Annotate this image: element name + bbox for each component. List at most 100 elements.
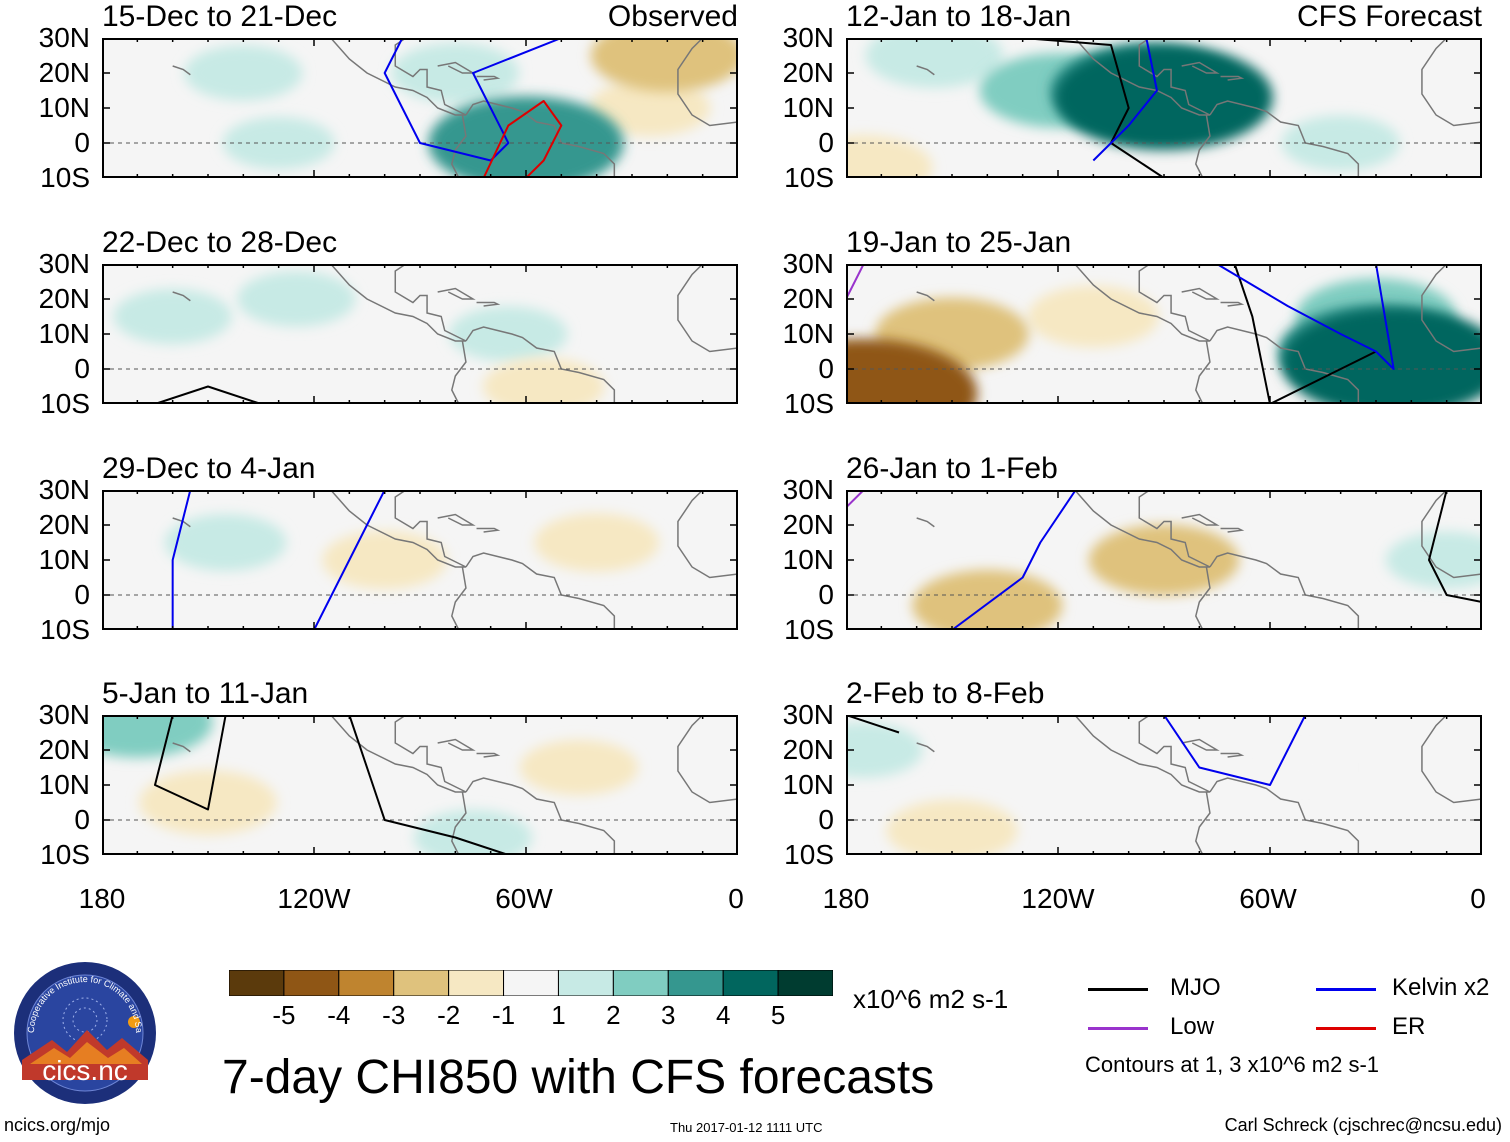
contour-kelvin-x2: [951, 490, 1077, 630]
legend-label-er: ER: [1392, 1013, 1426, 1040]
map-panel: 29-Dec to 4-Jan 30N 20N 10N 0 10S: [39, 452, 738, 644]
site-link[interactable]: ncics.org/mjo: [4, 1115, 111, 1135]
coastline: [1195, 552, 1360, 630]
coastline: [1040, 490, 1211, 568]
coastline: [296, 38, 467, 116]
contour-kelvin-x2: [383, 38, 562, 162]
anomaly-region: [1088, 524, 1240, 596]
coastline: [172, 65, 191, 76]
colorbar-swatch: [283, 970, 340, 996]
colorbar-tick-label: 2: [606, 1000, 621, 1030]
y-tick-label: 20N: [782, 283, 834, 314]
y-tick-label: 10S: [784, 388, 834, 419]
colorbar-tick-label: -3: [382, 1000, 406, 1030]
colorbar-swatch: [612, 970, 669, 996]
contour-kelvin-x2: [1163, 715, 1307, 786]
coastline: [1220, 527, 1245, 533]
colorbar-swatch: [448, 970, 505, 996]
y-tick-label: 30N: [782, 474, 834, 505]
map-canvas: [846, 490, 1482, 630]
coastline: [1181, 513, 1220, 526]
anomaly-region: [391, 43, 520, 103]
map-panel: 2-Feb to 8-Feb 30N 20N 10N 0 10S: [783, 677, 1482, 869]
colorbar: [229, 970, 833, 996]
coastline: [1195, 777, 1360, 855]
y-tick-label: 30N: [782, 248, 834, 279]
coastline: [451, 552, 616, 630]
coastline: [916, 291, 935, 302]
colorbar-tick-label: -5: [272, 1000, 296, 1030]
coastline: [172, 742, 191, 753]
anomaly-region: [164, 514, 287, 571]
colorbar-swatch: [667, 970, 724, 996]
legend-line-low: [1088, 1027, 1148, 1030]
coastline: [1040, 715, 1211, 793]
coastline: [296, 264, 467, 342]
panel-title: 26-Jan to 1-Feb: [846, 452, 1058, 485]
anomaly-region: [1027, 285, 1159, 348]
colorbar-tick-label: -4: [327, 1000, 351, 1030]
contour-mjo: [154, 715, 227, 811]
y-tick-label: 30N: [782, 699, 834, 730]
coastline: [1181, 61, 1220, 74]
anomaly-region: [1055, 45, 1273, 150]
map-panel: 15-Dec to 21-Dec Observed 30N 20N 10N 0 10S: [39, 0, 738, 192]
y-tick-label: 10S: [40, 614, 90, 645]
coastline: [476, 75, 501, 81]
anomaly-region: [237, 271, 356, 327]
y-tick-label: 30N: [38, 248, 90, 279]
coastline: [437, 287, 476, 300]
coastline: [1195, 326, 1360, 404]
y-tick-label: 10N: [38, 318, 90, 349]
contour-mjo: [1233, 264, 1377, 404]
y-tick-label: 30N: [38, 699, 90, 730]
coastline: [451, 326, 616, 404]
y-tick-label: 30N: [38, 22, 90, 53]
coastline: [296, 490, 467, 568]
anomaly-region: [113, 288, 232, 345]
cics-logo: Cooperative Institute for Climate and Sa…: [12, 960, 156, 1104]
anomaly-region: [865, 38, 1004, 88]
colorbar-tick-label: 4: [715, 1000, 731, 1030]
author-credit: Carl Schreck (cjschrec@ncsu.edu): [1224, 1115, 1502, 1135]
y-tick-label: 0: [818, 579, 834, 610]
contour-mjo: [846, 715, 900, 734]
anomaly-region: [519, 739, 639, 796]
y-tick-label: 0: [818, 127, 834, 158]
map-panel: 12-Jan to 18-Jan CFS Forecast 30N 20N 10N 0 10…: [783, 0, 1482, 192]
x-tick-left-60w: 60W: [495, 883, 553, 914]
anomaly-region: [912, 569, 1063, 630]
colorbar-tick-label: -1: [491, 1000, 516, 1030]
anomaly-region: [846, 722, 923, 778]
contour-mjo: [348, 715, 509, 855]
y-tick-label: 0: [818, 353, 834, 384]
panel-title: 22-Dec to 28-Dec: [102, 226, 338, 259]
map-panel: 26-Jan to 1-Feb 30N 20N 10N 0 10S: [783, 452, 1482, 644]
coastline: [451, 100, 616, 178]
anomaly-region: [1385, 531, 1482, 589]
map-panel: 19-Jan to 25-Jan 30N 20N 10N 0 10S: [783, 226, 1482, 418]
map-canvas: [102, 715, 738, 855]
coastline: [437, 513, 476, 526]
logo-text: cics.nc: [42, 1055, 128, 1086]
y-tick-label: 20N: [782, 57, 834, 88]
x-tick-right-0: 0: [1470, 883, 1486, 914]
contour-low: [846, 264, 865, 300]
y-tick-label: 10S: [784, 162, 834, 193]
colorbar-swatch: [722, 970, 779, 996]
anomaly-region: [1281, 115, 1400, 171]
panel-title: 12-Jan to 18-Jan: [846, 0, 1072, 33]
coastline: [476, 527, 501, 533]
coastline: [296, 715, 467, 793]
y-tick-label: 20N: [38, 509, 90, 540]
contour-low: [846, 490, 865, 509]
contour-kelvin-x2: [313, 490, 386, 630]
map-canvas: [102, 264, 738, 404]
x-tick-left-120w: 120W: [277, 883, 351, 914]
anomaly-region: [184, 45, 303, 101]
anomaly-region: [1265, 749, 1346, 786]
coastline: [172, 291, 191, 302]
coastline: [1040, 38, 1211, 116]
anomaly-region: [846, 338, 978, 404]
panel-title: 15-Dec to 21-Dec: [102, 0, 338, 33]
